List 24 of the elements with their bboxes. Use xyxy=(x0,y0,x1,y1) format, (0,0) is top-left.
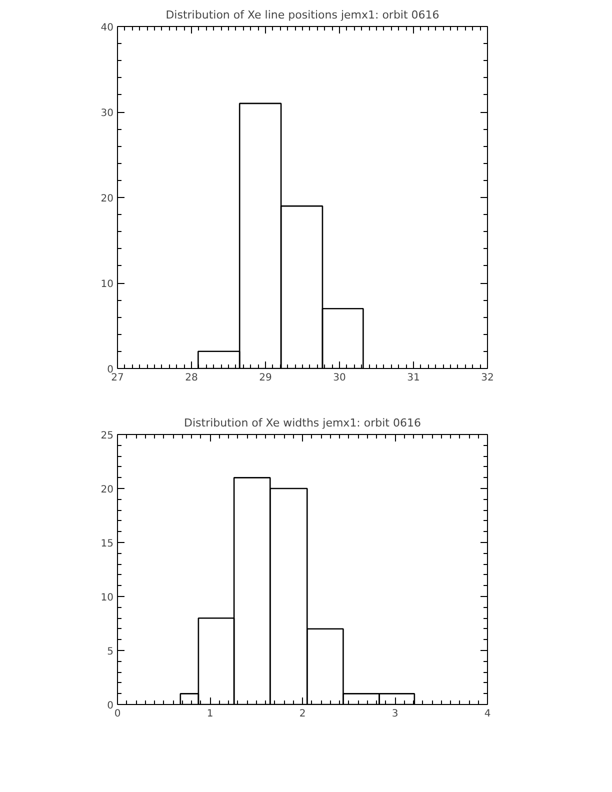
y-tick-label: 5 xyxy=(107,646,114,658)
x-tick-label: 1 xyxy=(206,708,214,720)
y-tick-label: 10 xyxy=(100,592,114,604)
y-tick-label: 0 xyxy=(107,700,114,712)
y-tick-label: 20 xyxy=(100,194,114,204)
y-tick-label: 15 xyxy=(100,538,114,550)
chart-title: Distribution of Xe widths jemx1: orbit 0616 xyxy=(184,416,421,430)
x-tick-label: 29 xyxy=(259,372,272,384)
y-tick-label: 30 xyxy=(100,108,114,119)
x-tick-label: 2 xyxy=(299,708,306,720)
x-tick-label: 32 xyxy=(481,372,494,384)
x-tick-label: 31 xyxy=(407,372,420,384)
x-tick-label: 3 xyxy=(392,708,398,720)
x-tick-label: 28 xyxy=(185,372,198,384)
y-tick-label: 10 xyxy=(100,279,114,290)
x-tick-label: 0 xyxy=(114,708,121,720)
x-tick-label: 4 xyxy=(484,708,491,720)
y-tick-label: 25 xyxy=(100,430,114,442)
y-tick-label: 40 xyxy=(100,22,114,34)
x-tick-label: 27 xyxy=(111,372,124,384)
y-tick-label: 20 xyxy=(100,484,114,496)
chart-title: Distribution of Xe line positions jemx1: orbit 0616 xyxy=(166,8,440,22)
y-tick-label: 0 xyxy=(107,364,114,376)
x-tick-label: 30 xyxy=(333,372,346,384)
